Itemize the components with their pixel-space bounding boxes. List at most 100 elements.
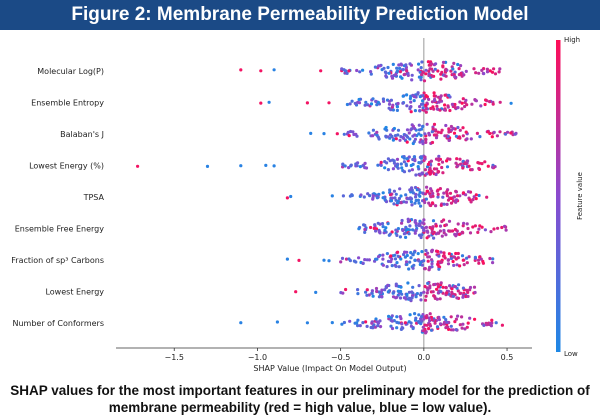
shap-point [462,263,466,267]
shap-point [431,127,435,131]
shap-point [445,320,449,324]
shap-point [420,315,424,319]
shap-point [341,162,345,166]
shap-point [428,225,432,230]
shap-point [390,196,394,200]
shap-point [465,261,469,265]
shap-point [486,130,490,134]
shap-point [416,198,420,202]
shap-point [435,297,439,301]
shap-point [386,65,390,70]
shap-point [393,134,398,138]
shap-point [432,122,437,126]
shap-point [503,224,507,228]
shap-point [404,228,408,232]
shap-point [420,60,424,64]
shap-point [432,91,436,95]
shap-point [440,160,445,164]
shap-point [458,264,462,268]
shap-point [446,258,450,262]
shap-point [483,102,487,107]
shap-point [422,329,426,333]
shap-point [418,219,422,223]
shap-point [491,165,495,169]
shap-point [453,285,458,289]
shap-point [436,285,440,289]
shap-point [445,202,449,206]
shap-point [441,195,445,199]
shap-point [405,157,409,161]
shap-point [497,70,501,74]
shap-point [395,108,399,112]
shap-point [419,78,423,82]
shap-point [389,254,393,258]
shap-point [425,185,429,189]
shap-point [430,74,434,78]
feature-label: Ensemble Free Energy [15,225,105,234]
shap-point [429,195,433,199]
shap-point [401,94,405,98]
shap-point [376,163,380,167]
shap-point [361,68,365,72]
shap-point [410,78,414,82]
shap-point [412,140,416,144]
shap-point [370,291,374,295]
shap-point [434,204,438,208]
shap-point [399,75,403,79]
shap-point [404,260,409,264]
shap-point [460,326,464,330]
shap-point [410,203,414,207]
shap-point [443,103,447,107]
shap-point [453,227,457,232]
shap-point [474,193,478,197]
shap-point [396,101,400,106]
shap-point [365,293,369,297]
shap-point [363,258,367,262]
shap-point [433,99,437,103]
x-tick-label: −1.0 [248,353,267,362]
shap-point [456,289,460,293]
shap-point [412,155,417,159]
shap-point [400,326,404,330]
shap-point [427,327,431,331]
shap-point [424,294,428,298]
shap-point [492,67,496,71]
feature-label: Lowest Energy (%) [29,162,104,171]
shap-point [400,166,404,170]
shap-summary-chart: Molecular Log(P) Ensemble Entropy Balaban'… [11,36,584,373]
shap-point [404,193,408,197]
shap-point [447,252,451,256]
shap-point [438,108,442,112]
shap-point [432,283,436,287]
shap-point [341,194,345,198]
shap-point [422,91,426,95]
shap-outlier-point [330,194,334,198]
shap-point [441,285,445,289]
shap-point [416,91,420,95]
shap-point [447,219,452,223]
shap-point [363,223,367,227]
shap-point [471,225,475,229]
shap-outlier-point [136,164,140,168]
shap-point [437,154,441,158]
x-axis: −1.5 −1.0 −0.5 0.0 0.5 [116,347,532,362]
shap-point [489,230,493,234]
shap-point [430,140,435,145]
shap-point [421,124,425,128]
shap-point [465,256,469,260]
shap-point [426,251,430,255]
shap-point [424,94,428,98]
shap-point [437,315,441,319]
shap-point [430,258,434,262]
shap-point [399,285,403,289]
shap-point [412,95,417,99]
shap-point [341,291,345,295]
shap-point [378,319,382,323]
shap-point [457,232,461,236]
shap-point [402,73,406,77]
shap-point [456,222,460,226]
shap-point [458,323,462,327]
shap-point [422,218,426,222]
shap-point [429,106,433,111]
shap-point [466,294,470,298]
